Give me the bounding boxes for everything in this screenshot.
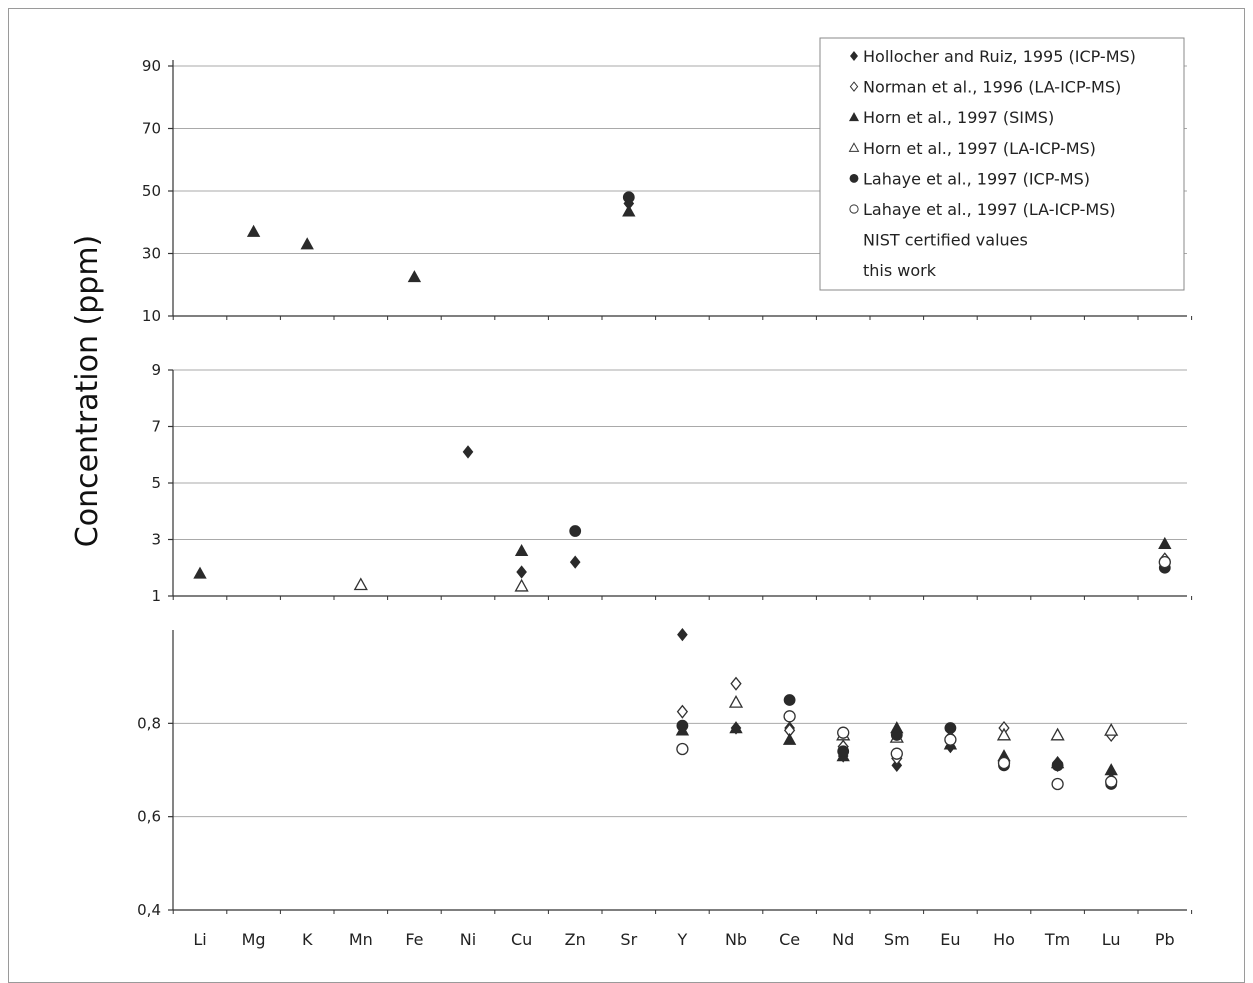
data-point-series-2 — [514, 543, 529, 556]
x-tick-label: Y — [677, 930, 688, 949]
legend-entry-label: Lahaye et al., 1997 (LA-ICP-MS) — [863, 200, 1116, 219]
legend-marker — [849, 173, 859, 183]
data-point-series-3 — [1104, 722, 1119, 736]
y-tick-label: 30 — [142, 245, 161, 263]
data-point-series-5 — [944, 733, 957, 746]
data-point-series-5 — [783, 710, 796, 723]
x-tick-label: Pb — [1155, 930, 1175, 949]
y-tick-label: 0,8 — [137, 714, 161, 732]
data-point-series-0 — [677, 628, 688, 642]
x-tick-label: Tm — [1044, 930, 1070, 949]
data-point-series-4 — [622, 191, 635, 204]
x-tick-label: Sm — [884, 930, 910, 949]
y-tick-label: 70 — [142, 120, 161, 138]
x-tick-label: Lu — [1102, 930, 1121, 949]
data-point-series-5 — [1158, 555, 1171, 569]
data-point-series-1 — [676, 704, 689, 719]
x-tick-label: Nb — [725, 930, 747, 949]
data-point-series-2 — [1104, 763, 1118, 776]
x-tick-label: Ce — [779, 930, 800, 949]
data-point-series-5 — [1051, 777, 1064, 791]
legend: Hollocher and Ruiz, 1995 (ICP-MS) Norman … — [819, 37, 1185, 291]
y-tick-label: 1 — [151, 587, 161, 605]
y-tick-label: 0,6 — [137, 808, 161, 826]
x-tick-label: Mn — [349, 930, 373, 949]
data-point-series-4 — [1051, 759, 1064, 772]
data-point-series-3 — [514, 578, 529, 592]
data-point-series-0 — [462, 445, 474, 459]
legend-entry-label: NIST certified values — [863, 231, 1028, 250]
legend-entry-label: Lahaye et al., 1997 (ICP-MS) — [863, 169, 1090, 188]
data-point-series-2 — [193, 566, 207, 579]
x-tick-label: Ho — [993, 930, 1015, 949]
data-point-series-2 — [407, 270, 422, 283]
data-point-series-4 — [944, 722, 957, 734]
legend-marker — [848, 142, 860, 152]
data-point-series-5 — [997, 756, 1011, 770]
data-point-series-4 — [569, 525, 582, 537]
data-point-series-3 — [1050, 727, 1065, 741]
x-tick-label: Ni — [460, 930, 476, 949]
x-tick-label: Cu — [511, 930, 532, 949]
data-point-series-2 — [300, 237, 314, 250]
x-tick-label: Eu — [940, 930, 960, 949]
data-point-series-0 — [569, 555, 581, 569]
data-point-series-4 — [676, 719, 689, 732]
data-point-series-3 — [353, 577, 368, 591]
y-tick-label: 7 — [151, 418, 161, 436]
x-tick-label: Mg — [242, 930, 266, 949]
data-point-series-2 — [246, 224, 261, 237]
data-point-series-4 — [783, 694, 796, 706]
data-point-series-3 — [728, 694, 744, 708]
data-point-series-2 — [782, 732, 797, 745]
data-point-series-2 — [622, 204, 636, 217]
legend-box — [819, 37, 1185, 291]
x-tick-label: Sr — [620, 930, 637, 949]
data-point-series-0 — [516, 565, 527, 579]
x-tick-label: K — [302, 930, 313, 949]
data-point-series-3 — [996, 727, 1012, 741]
data-point-series-4 — [890, 729, 903, 741]
legend-marker — [849, 204, 859, 214]
x-tick-label: Li — [193, 930, 206, 949]
legend-entry-label: Horn et al., 1997 (LA-ICP-MS) — [863, 139, 1096, 158]
legend-entry-label: Hollocher and Ruiz, 1995 (ICP-MS) — [863, 47, 1136, 66]
y-tick-label: 50 — [142, 182, 161, 200]
x-tick-label: Zn — [565, 930, 586, 949]
data-point-series-5 — [676, 742, 689, 756]
data-point-series-5 — [1105, 775, 1118, 788]
data-point-series-1 — [730, 676, 742, 691]
legend-marker — [850, 51, 858, 61]
legend-entry-label: Horn et al., 1997 (SIMS) — [863, 108, 1054, 127]
legend-entry-label: Norman et al., 1996 (LA-ICP-MS) — [863, 78, 1121, 97]
x-tick-label: Fe — [405, 930, 423, 949]
y-tick-label: 3 — [151, 531, 161, 549]
data-point-series-2 — [729, 721, 743, 734]
data-point-series-4 — [837, 745, 850, 758]
legend-marker — [849, 81, 859, 92]
data-point-series-5 — [837, 726, 850, 739]
y-tick-label: 0,4 — [137, 901, 161, 919]
data-points — [193, 191, 1172, 791]
legend-marker — [848, 112, 860, 122]
y-tick-label: 10 — [142, 307, 161, 325]
axes: 10 30 50 70 90 1 3 5 7 9 0,4 0,6 0,8 Li Mg K Mn Fe Ni Cu Zn S… — [137, 57, 1193, 949]
data-point-series-5 — [890, 747, 903, 760]
x-tick-label: Nd — [832, 930, 854, 949]
legend-entry-label: this work — [863, 261, 937, 280]
y-tick-label: 5 — [151, 474, 161, 492]
y-tick-label: 90 — [142, 57, 161, 75]
y-axis-label: Concentration (ppm) — [70, 235, 105, 547]
y-tick-label: 9 — [151, 361, 161, 379]
data-point-series-2 — [1158, 536, 1172, 549]
